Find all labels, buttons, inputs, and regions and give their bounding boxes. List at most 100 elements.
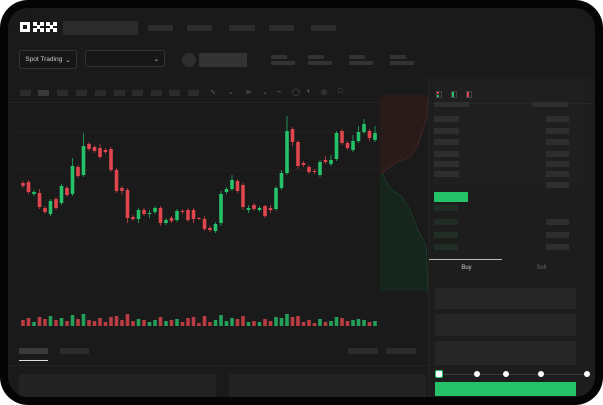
tab-sell[interactable]: Sell — [536, 265, 547, 271]
slider-step[interactable] — [538, 371, 544, 377]
orderbook-bid-row[interactable] — [546, 182, 569, 188]
orderbook-ask-row[interactable] — [434, 161, 459, 167]
orderbook-bid-row[interactable] — [546, 219, 569, 225]
timeframe-button[interactable] — [20, 90, 31, 96]
timeframe-button[interactable] — [188, 90, 199, 96]
volume-bar — [290, 317, 295, 326]
timeframe-button[interactable] — [114, 90, 125, 96]
ruler-icon[interactable]: ◯ — [292, 89, 300, 96]
orderbook-ask-row[interactable] — [434, 171, 459, 177]
nav-item[interactable] — [311, 25, 336, 31]
chevron-down-icon[interactable]: ⌄ — [228, 89, 234, 96]
orderbook-ask-row[interactable] — [546, 161, 569, 167]
candle-body — [241, 185, 245, 207]
divider — [8, 102, 428, 103]
timeframe-button[interactable] — [169, 90, 180, 96]
candle-body — [186, 210, 190, 220]
orderbook-ask-row[interactable] — [546, 128, 569, 134]
candle-body — [98, 148, 102, 157]
volume-bar — [373, 321, 377, 326]
stat-label — [390, 55, 406, 59]
chevron-down-icon[interactable]: ⌄ — [262, 89, 268, 96]
orderbook-bid-row[interactable] — [546, 244, 569, 250]
volume-bar — [252, 321, 256, 326]
candle-body — [329, 160, 333, 164]
candlestick-chart[interactable] — [15, 95, 380, 335]
orderbook-bid-row[interactable] — [434, 232, 458, 238]
nav-item[interactable] — [229, 25, 255, 31]
slider-step[interactable] — [584, 371, 590, 377]
volume-bar — [125, 314, 130, 326]
line-icon[interactable]: ∼ — [276, 89, 282, 96]
indicator-icon[interactable]: ⊳ — [246, 89, 252, 96]
volume-bar — [70, 315, 75, 326]
orderbook-bid-row[interactable] — [434, 205, 458, 211]
orderbook-bid-row[interactable] — [546, 232, 569, 238]
candle-body — [301, 163, 306, 165]
settings-icon[interactable]: ◎ — [321, 89, 328, 96]
candle-body — [279, 173, 284, 188]
timeframe-button[interactable] — [76, 90, 87, 96]
slider-step[interactable] — [474, 371, 480, 377]
market-type-dropdown[interactable]: Spot Trading ⌄ — [19, 50, 77, 69]
buy-button[interactable] — [435, 382, 576, 396]
nav-item[interactable] — [148, 25, 173, 31]
book-bids-icon[interactable] — [451, 91, 457, 98]
slider-handle[interactable] — [435, 370, 443, 378]
orderbook-ask-row[interactable] — [546, 171, 569, 177]
slider-step[interactable] — [503, 371, 509, 377]
volume-bar — [230, 318, 234, 326]
nav-item[interactable] — [187, 25, 212, 31]
filter-button[interactable] — [386, 348, 416, 354]
pair-name — [199, 53, 247, 67]
pair-dropdown[interactable]: ⌄ — [85, 50, 165, 67]
candle-type-icon[interactable]: ∿ — [210, 89, 216, 96]
tab-history[interactable] — [60, 348, 89, 354]
volume-bar — [274, 317, 278, 326]
candle-body — [147, 213, 152, 214]
candle-body — [125, 190, 130, 218]
search-bar[interactable] — [63, 21, 138, 35]
total-input[interactable] — [435, 341, 576, 365]
timeframe-button[interactable] — [132, 90, 143, 96]
candle-body — [246, 208, 251, 210]
volume-bar — [235, 319, 240, 326]
amount-input[interactable] — [435, 314, 576, 336]
volume-bar — [59, 318, 64, 326]
candle-body — [109, 149, 113, 170]
volume-bar — [114, 316, 119, 326]
orderbook-header-price — [434, 102, 469, 107]
volume-bar — [224, 321, 229, 326]
camera-icon[interactable]: ◐ — [307, 88, 312, 95]
orderbook-bid-row[interactable] — [434, 219, 458, 225]
volume-bar — [37, 317, 42, 326]
leverage-slider[interactable] — [438, 374, 588, 375]
timeframe-button[interactable] — [57, 90, 68, 96]
orderbook-ask-row[interactable] — [434, 151, 459, 157]
orderbook-ask-row[interactable] — [546, 151, 569, 157]
nav-item[interactable] — [269, 25, 294, 31]
okx-logo[interactable] — [20, 22, 58, 33]
orderbook-bid-row[interactable] — [434, 244, 458, 250]
tab-open-orders[interactable] — [19, 348, 48, 354]
book-both-icon[interactable] — [436, 91, 442, 98]
orderbook-ask-row[interactable] — [434, 128, 459, 134]
candle-body — [76, 167, 80, 176]
timeframe-button[interactable] — [151, 90, 162, 96]
volume-bar — [175, 319, 179, 326]
timeframe-button[interactable] — [38, 90, 49, 96]
orderbook-ask-row[interactable] — [546, 139, 569, 145]
orderbook-ask-row[interactable] — [546, 116, 569, 122]
orderbook-ask-row[interactable] — [434, 116, 459, 122]
filter-button[interactable] — [348, 348, 378, 354]
fullscreen-icon[interactable]: □ — [338, 88, 343, 95]
orderbook-ask-row[interactable] — [434, 139, 459, 145]
volume-bar — [65, 321, 69, 326]
volume-bar — [54, 320, 58, 326]
price-input[interactable] — [435, 288, 576, 309]
volume-bar — [120, 320, 124, 326]
book-asks-icon[interactable] — [466, 91, 472, 98]
volume-bar — [186, 318, 190, 326]
tab-buy[interactable]: Buy — [461, 265, 472, 271]
timeframe-button[interactable] — [95, 90, 106, 96]
